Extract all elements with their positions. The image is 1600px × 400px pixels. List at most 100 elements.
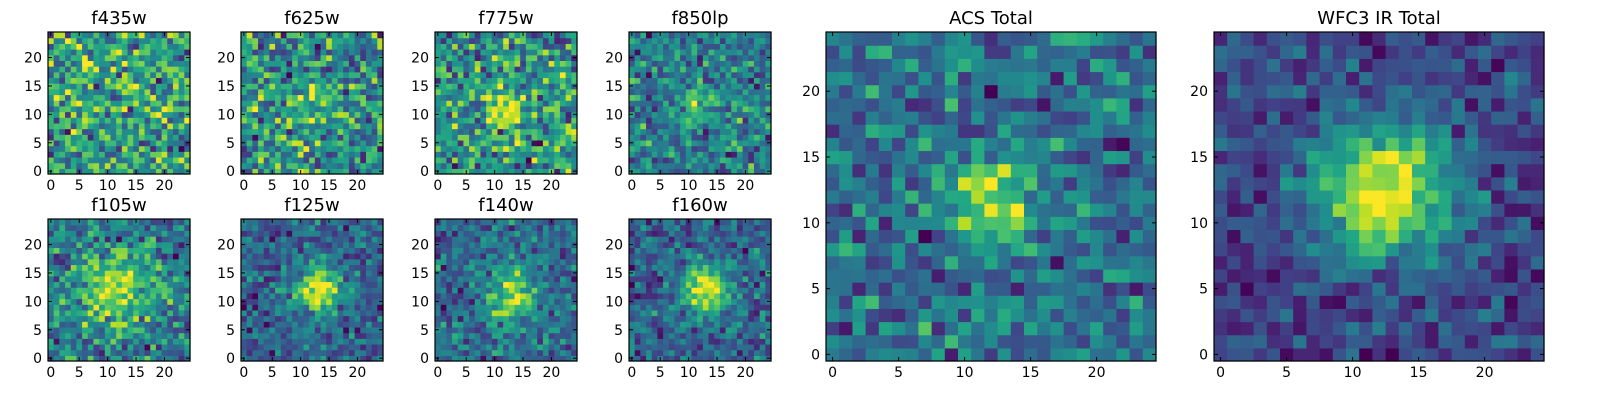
heatmap-cell	[87, 241, 95, 248]
heatmap-cell	[70, 309, 77, 317]
heatmap-cell	[269, 258, 276, 266]
heatmap-cell	[537, 264, 544, 271]
heatmap-cell	[297, 134, 305, 141]
heatmap-cell	[76, 287, 83, 294]
heatmap-cell	[725, 37, 732, 44]
heatmap-cell	[668, 162, 676, 169]
heatmap-cell	[651, 37, 658, 44]
heatmap-cell	[542, 315, 550, 322]
heatmap-cell	[280, 49, 288, 56]
heatmap-cell	[365, 287, 373, 294]
heatmap-cell	[99, 355, 106, 362]
heatmap-cell	[634, 43, 641, 50]
heatmap-cell	[70, 83, 77, 90]
heatmap-cell	[53, 270, 60, 277]
heatmap-cell	[82, 275, 89, 283]
heatmap-cell	[252, 275, 259, 283]
heatmap-cell	[184, 145, 191, 152]
heatmap-cell	[53, 128, 60, 135]
heatmap-cell	[503, 105, 510, 113]
heatmap-cell	[559, 117, 567, 124]
heatmap-cell	[348, 292, 356, 300]
heatmap-cell	[161, 162, 168, 169]
heatmap-cell	[348, 253, 356, 260]
heatmap-cell	[503, 122, 510, 130]
heatmap-cell	[326, 111, 333, 118]
heatmap-cell	[280, 111, 288, 118]
heatmap-cell	[280, 292, 288, 300]
heatmap-cell	[138, 83, 146, 90]
heatmap-cell	[104, 111, 112, 118]
heatmap-cell	[742, 281, 749, 288]
heatmap-cell	[343, 236, 350, 243]
heatmap-cell	[503, 230, 510, 237]
heatmap-cell	[440, 156, 447, 164]
heatmap-cell	[127, 83, 134, 90]
heatmap-cell	[241, 236, 248, 243]
heatmap-cell	[292, 275, 299, 283]
heatmap-cell	[480, 253, 487, 260]
heatmap-cell	[286, 54, 293, 61]
heatmap-cell	[452, 315, 459, 322]
heatmap-cell	[457, 309, 464, 317]
heatmap-cell	[497, 349, 504, 356]
heatmap-cell	[360, 145, 367, 152]
heatmap-cell	[668, 54, 676, 61]
heatmap-cell	[286, 332, 293, 339]
heatmap-cell	[463, 162, 470, 169]
heatmap-cell	[161, 315, 168, 322]
x-tick-label: 0	[239, 365, 248, 381]
heatmap-cell	[167, 355, 174, 362]
heatmap-cell	[452, 156, 459, 164]
heatmap-cell	[640, 37, 647, 44]
heatmap-cell	[697, 100, 704, 107]
y-tick-label: 0	[33, 164, 42, 180]
heatmap-cell	[343, 224, 350, 231]
heatmap-cell	[731, 128, 738, 135]
heatmap-cell	[65, 349, 72, 356]
heatmap-cell	[748, 355, 755, 362]
heatmap-cell	[554, 88, 561, 96]
heatmap-cell	[82, 287, 89, 294]
heatmap-cell	[76, 343, 83, 351]
heatmap-cell	[680, 134, 687, 141]
heatmap-cell	[309, 151, 316, 158]
heatmap-cell	[440, 94, 447, 101]
heatmap-cell	[343, 292, 350, 300]
heatmap-cell	[480, 71, 487, 79]
heatmap-cell	[263, 253, 270, 260]
heatmap-cell	[474, 338, 482, 345]
heatmap-cell	[116, 111, 123, 118]
heatmap-cell	[348, 332, 356, 339]
heatmap-cell	[286, 43, 293, 50]
heatmap-cell	[365, 230, 373, 237]
heatmap-cell	[70, 292, 77, 300]
heatmap-cell	[331, 134, 339, 141]
heatmap-cell	[59, 49, 66, 56]
heatmap-cell	[486, 151, 493, 158]
heatmap-cell	[76, 247, 83, 254]
heatmap-cell	[320, 326, 327, 334]
heatmap-cell	[155, 224, 163, 231]
heatmap-cell	[121, 338, 129, 345]
heatmap-cell	[303, 43, 310, 50]
heatmap-cell	[663, 88, 670, 96]
heatmap-cell	[668, 128, 676, 135]
heatmap-cell	[76, 292, 83, 300]
heatmap-cell	[280, 258, 288, 266]
heatmap-cell	[99, 304, 106, 311]
y-tick-label: 10	[24, 294, 42, 310]
heatmap-cell	[292, 105, 299, 113]
heatmap-cell	[82, 94, 89, 101]
heatmap-cell	[280, 168, 288, 175]
heatmap-cell	[497, 66, 504, 73]
heatmap-cell	[82, 37, 89, 44]
heatmap-cell	[82, 343, 89, 351]
heatmap-cell	[303, 117, 310, 124]
heatmap-cell	[275, 43, 282, 50]
heatmap-cell	[542, 105, 550, 113]
heatmap-cell	[121, 332, 129, 339]
heatmap-cell	[70, 264, 77, 271]
heatmap-cell	[657, 292, 664, 300]
heatmap-cell	[303, 60, 310, 67]
